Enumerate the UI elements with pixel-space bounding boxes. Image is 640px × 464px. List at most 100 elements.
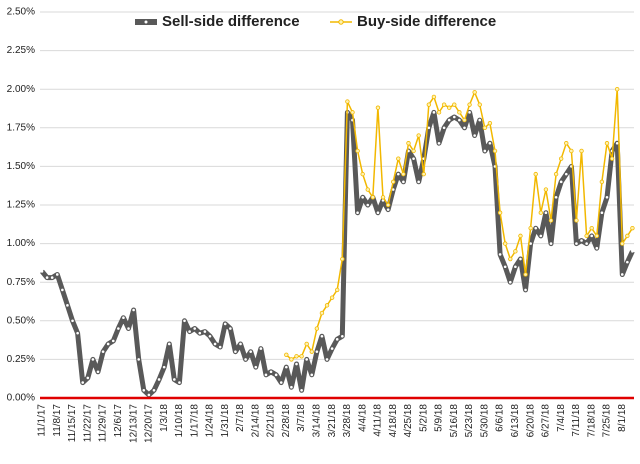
data-point <box>229 327 232 330</box>
data-point <box>417 180 420 184</box>
data-point <box>426 102 432 107</box>
x-tick-label: 7/4/18 <box>556 404 567 432</box>
data-point <box>630 225 635 231</box>
data-point <box>452 115 456 119</box>
y-tick-label: 2.50% <box>7 7 35 18</box>
data-point <box>497 210 503 215</box>
data-point <box>385 202 391 208</box>
data-point <box>432 111 436 114</box>
data-point <box>254 365 258 369</box>
data-point <box>391 188 395 191</box>
y-tick-label: 1.50% <box>7 161 35 172</box>
y-tick-label: 2.00% <box>7 84 35 95</box>
data-point <box>40 270 44 273</box>
x-tick-label: 3/21/18 <box>327 404 338 438</box>
data-point <box>528 225 533 231</box>
data-point <box>477 102 482 107</box>
data-point <box>314 326 320 331</box>
data-point <box>397 172 400 176</box>
data-point <box>375 105 381 110</box>
data-point <box>498 253 502 256</box>
x-tick-label: 12/20/17 <box>144 404 155 443</box>
data-point <box>590 234 594 238</box>
data-point <box>162 365 166 369</box>
data-point <box>324 303 330 308</box>
legend-marker <box>338 19 344 25</box>
data-point <box>188 330 191 333</box>
data-point <box>421 171 426 177</box>
data-point <box>437 141 441 145</box>
data-point <box>406 141 411 146</box>
x-tick-label: 7/25/18 <box>602 404 613 438</box>
data-point <box>468 111 471 114</box>
data-point <box>71 319 74 323</box>
data-point <box>579 148 584 154</box>
data-point <box>380 195 386 200</box>
data-point <box>218 345 222 349</box>
data-point <box>81 381 85 384</box>
data-point <box>600 211 604 215</box>
data-point <box>599 179 605 185</box>
data-point <box>416 133 421 138</box>
data-point <box>412 157 415 160</box>
data-point <box>330 347 334 350</box>
x-tick-label: 6/13/18 <box>510 404 521 438</box>
x-tick-label: 4/11/18 <box>373 404 384 437</box>
data-point <box>249 350 252 353</box>
data-point <box>436 110 442 115</box>
data-point <box>279 381 283 384</box>
data-point <box>569 148 574 154</box>
data-point <box>284 352 289 357</box>
data-point <box>605 195 609 199</box>
data-point <box>173 378 176 381</box>
data-point <box>132 308 135 312</box>
data-point <box>559 180 563 184</box>
data-point <box>285 365 288 369</box>
data-point <box>558 156 564 161</box>
x-tick-label: 1/10/18 <box>174 404 185 438</box>
x-tick-label: 5/23/18 <box>464 404 475 438</box>
data-point <box>101 350 105 353</box>
data-point <box>589 225 594 231</box>
data-point <box>127 327 130 330</box>
data-point <box>340 256 345 262</box>
data-point <box>289 357 294 362</box>
x-tick-label: 4/18/18 <box>388 404 399 438</box>
data-point <box>595 246 599 250</box>
x-tick-label: 4/25/18 <box>403 404 414 438</box>
x-tick-label: 11/8/17 <box>52 404 63 437</box>
data-point <box>178 381 181 384</box>
data-point <box>543 187 549 192</box>
data-point <box>147 393 151 397</box>
data-point <box>401 171 406 177</box>
data-point <box>208 334 212 338</box>
data-point <box>575 242 578 245</box>
data-point <box>106 342 110 346</box>
data-point <box>609 156 615 161</box>
data-point <box>198 331 202 335</box>
data-point <box>234 350 237 353</box>
data-point <box>264 373 268 377</box>
data-point <box>467 102 472 107</box>
data-point <box>365 187 370 192</box>
data-point <box>213 342 217 346</box>
data-point <box>361 195 364 199</box>
data-point <box>45 276 49 279</box>
data-point <box>544 211 548 215</box>
x-tick-label: 5/9/18 <box>434 404 445 432</box>
data-point <box>335 338 339 341</box>
data-point <box>96 370 100 374</box>
x-tick-label: 3/14/18 <box>312 404 323 438</box>
data-point <box>183 319 186 323</box>
data-point <box>518 233 523 239</box>
data-point <box>631 250 634 253</box>
data-point <box>294 354 299 359</box>
data-point <box>86 376 90 380</box>
data-point <box>295 362 298 366</box>
y-tick-label: 0.75% <box>7 277 35 288</box>
data-point <box>386 208 390 211</box>
x-tick-label: 1/24/18 <box>205 404 216 438</box>
x-tick-label: 1/17/18 <box>189 404 200 438</box>
data-point <box>508 280 512 284</box>
data-point <box>604 141 610 146</box>
